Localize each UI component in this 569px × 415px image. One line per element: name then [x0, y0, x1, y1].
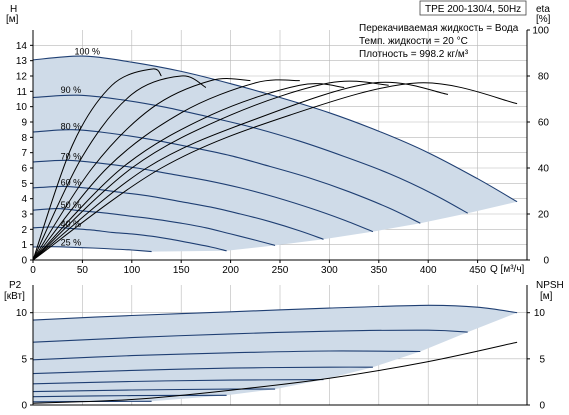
h-tick-label: 8 — [21, 133, 27, 144]
head-curve — [32, 55, 518, 203]
h-tick-label: 7 — [21, 148, 27, 159]
h-tick-label: 3 — [21, 210, 27, 221]
q-tick-label: 50 — [77, 265, 89, 276]
speed-label: 100 % — [74, 47, 100, 57]
speed-label: 70 % — [61, 152, 82, 162]
efficiency-curve — [32, 83, 345, 261]
speed-label: 40 % — [61, 219, 82, 229]
npsh-curve — [32, 341, 518, 404]
speed-label: 60 % — [61, 178, 82, 188]
efficiency-curve — [32, 79, 300, 261]
eta-tick-label: 20 — [538, 210, 550, 221]
head-curve — [32, 94, 468, 214]
p2-tick-label: 10 — [16, 308, 28, 319]
eta-tick-label: 100 — [532, 26, 549, 37]
power-curve — [32, 304, 518, 321]
title-box — [419, 0, 527, 16]
q-tick-label: 0 — [30, 265, 36, 276]
npsh-axis-unit: [м] — [540, 291, 553, 302]
power-operating-area — [33, 305, 518, 402]
p2-axis-unit: [кВт] — [4, 291, 25, 302]
power-curve — [32, 379, 324, 385]
npsh-tick-label: 10 — [534, 308, 546, 319]
q-tick-label: 250 — [272, 265, 289, 276]
npsh-axis-title: NPSH — [536, 280, 564, 291]
h-tick-label: 9 — [21, 118, 27, 129]
h-tick-label: 4 — [21, 194, 27, 205]
operating-area-fills — [33, 56, 518, 402]
speed-label: 25 % — [61, 237, 82, 247]
q-tick-label: 400 — [420, 265, 437, 276]
power-curve — [32, 366, 373, 375]
efficiency-curve — [32, 81, 449, 261]
power-curve — [32, 329, 468, 343]
head-curve — [32, 226, 227, 252]
head-curve — [32, 129, 421, 224]
efficiency-curve — [32, 80, 389, 261]
efficiency-curve — [32, 78, 251, 261]
q-tick-label: 300 — [321, 265, 338, 276]
h-tick-label: 12 — [16, 72, 28, 83]
h-tick-label: 2 — [21, 225, 27, 236]
head-curve — [32, 246, 152, 253]
info-temp: Темп. жидкости = 20 °C — [359, 36, 468, 47]
label-layer: 100 % 90 % 80 % 70 % 60 % 50 % 40 % 25 % — [61, 47, 100, 248]
p2-tick-label: 0 — [21, 401, 27, 412]
info-density: Плотность = 998.2 кг/м³ — [359, 49, 469, 60]
power-curve — [32, 394, 227, 398]
eta-tick-label: 60 — [538, 118, 550, 129]
h-tick-label: 11 — [17, 87, 28, 98]
h-tick-label: 1 — [21, 240, 27, 251]
npsh-tick-label: 0 — [539, 401, 545, 412]
h-tick-label: 13 — [16, 56, 28, 67]
eta-tick-label: 0 — [543, 256, 549, 267]
h-axis-unit: [м] — [6, 14, 19, 25]
info-liquid: Перекачиваемая жидкость = Вода — [359, 23, 519, 34]
eta-tick-label: 80 — [538, 72, 550, 83]
head-curve — [32, 159, 374, 233]
q-tick-label: 350 — [370, 265, 387, 276]
chart-title: TPE 200-130/4, 50Hz — [425, 4, 521, 15]
npsh-tick-label: 5 — [539, 354, 545, 365]
h-tick-label: 6 — [21, 164, 27, 175]
efficiency-curve — [32, 82, 518, 261]
h-axis-title: H — [10, 4, 17, 15]
eta-axis-unit: [%] — [536, 14, 551, 25]
curve-layer — [32, 55, 518, 404]
h-tick-label: 0 — [21, 256, 27, 267]
speed-label: 90 % — [61, 85, 82, 95]
q-axis-label: Q [м³/ч] — [490, 264, 525, 275]
h-tick-label: 5 — [21, 179, 27, 190]
p2-tick-label: 5 — [21, 354, 27, 365]
efficiency-curve — [32, 68, 162, 261]
eta-tick-label: 40 — [538, 164, 550, 175]
q-tick-label: 200 — [222, 265, 239, 276]
h-tick-label: 10 — [16, 102, 28, 113]
power-curve — [32, 388, 276, 393]
h-tick-label: 14 — [16, 41, 28, 52]
efficiency-curve — [32, 75, 207, 261]
q-tick-label: 150 — [173, 265, 190, 276]
q-tick-label: 100 — [123, 265, 140, 276]
head-curve — [32, 208, 276, 246]
head-curve — [32, 185, 324, 240]
head-operating-area — [33, 56, 518, 252]
q-tick-label: 450 — [469, 265, 486, 276]
p2-axis-title: P2 — [9, 280, 22, 291]
power-curve — [32, 350, 421, 361]
speed-label: 80 % — [61, 122, 82, 132]
speed-label: 50 % — [61, 200, 82, 210]
eta-axis-title: eta — [536, 4, 550, 15]
